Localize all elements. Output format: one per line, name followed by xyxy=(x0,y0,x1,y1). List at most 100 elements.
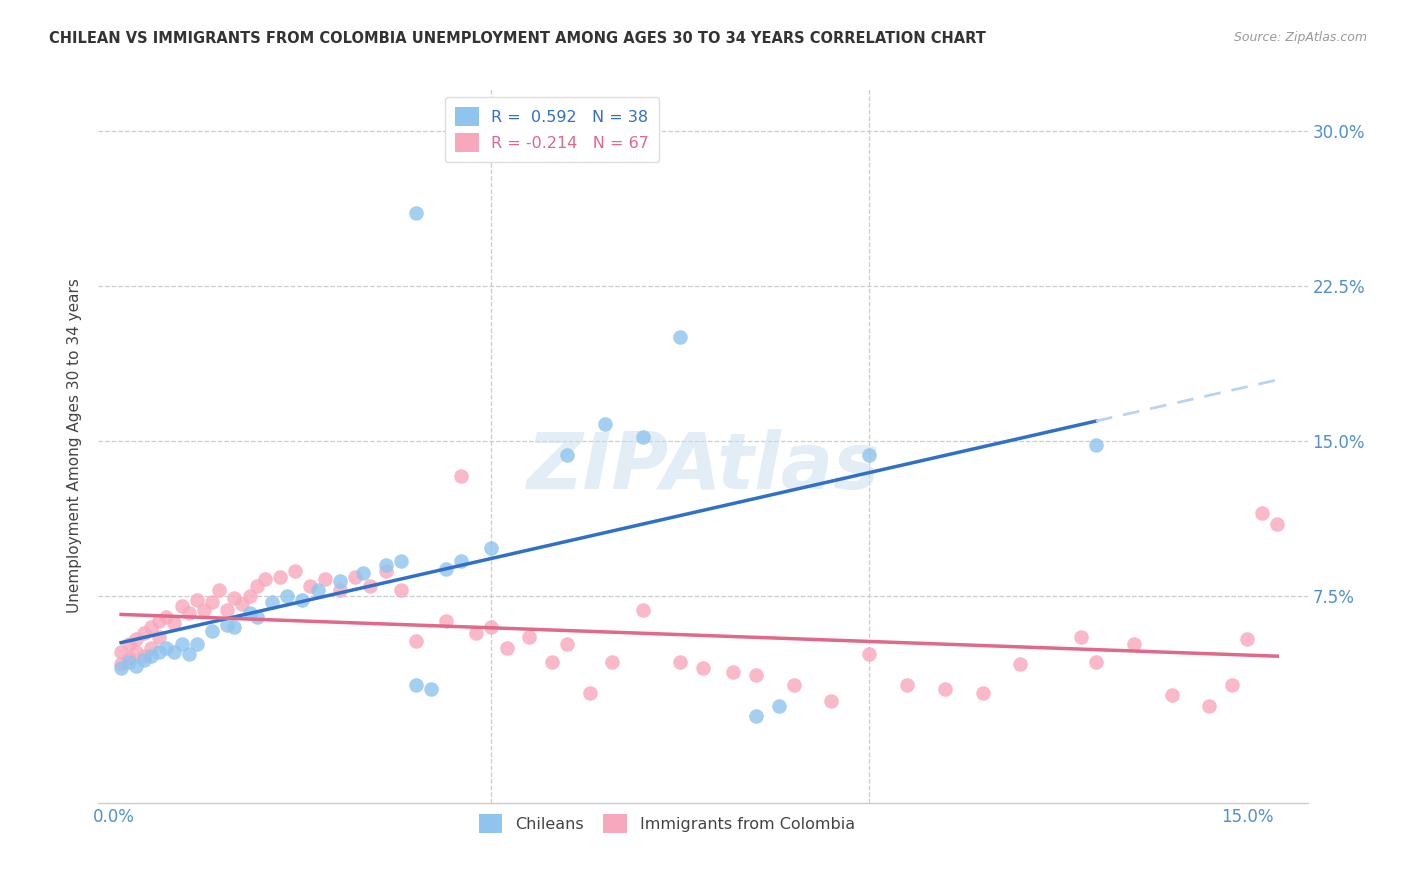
Point xyxy=(344,570,367,584)
Point xyxy=(782,678,804,692)
Point xyxy=(110,645,132,659)
Point xyxy=(118,651,141,665)
Point xyxy=(1220,678,1243,692)
Point xyxy=(186,636,208,650)
Point xyxy=(110,657,132,672)
Point xyxy=(284,564,307,578)
Point xyxy=(170,599,193,614)
Point xyxy=(148,645,170,659)
Point xyxy=(692,661,714,675)
Point xyxy=(132,648,155,663)
Point xyxy=(631,603,654,617)
Point xyxy=(405,678,427,692)
Point xyxy=(541,655,564,669)
Point xyxy=(141,648,163,663)
Point xyxy=(858,647,880,661)
Point xyxy=(148,630,170,644)
Point xyxy=(208,582,231,597)
Point xyxy=(360,579,382,593)
Point xyxy=(450,469,472,483)
Point xyxy=(669,655,692,669)
Text: ZIPAtlas: ZIPAtlas xyxy=(526,429,880,506)
Point xyxy=(125,659,148,673)
Point xyxy=(465,626,488,640)
Point xyxy=(224,620,246,634)
Point xyxy=(299,579,322,593)
Point xyxy=(215,618,238,632)
Point xyxy=(434,562,457,576)
Point xyxy=(110,661,132,675)
Point xyxy=(201,624,224,639)
Point xyxy=(1122,636,1144,650)
Point xyxy=(1085,655,1108,669)
Point xyxy=(179,647,201,661)
Point xyxy=(215,603,238,617)
Y-axis label: Unemployment Among Ages 30 to 34 years: Unemployment Among Ages 30 to 34 years xyxy=(67,278,83,614)
Point xyxy=(1010,657,1032,672)
Point xyxy=(291,593,314,607)
Point xyxy=(246,609,269,624)
Point xyxy=(1251,506,1274,520)
Point xyxy=(481,541,503,556)
Point xyxy=(314,573,336,587)
Point xyxy=(163,645,186,659)
Point xyxy=(276,589,298,603)
Point xyxy=(1267,516,1289,531)
Point xyxy=(163,615,186,630)
Point xyxy=(253,573,276,587)
Point xyxy=(1198,698,1220,713)
Point xyxy=(231,597,253,611)
Point xyxy=(155,609,177,624)
Point xyxy=(820,694,842,708)
Point xyxy=(602,655,624,669)
Point xyxy=(669,330,692,344)
Point xyxy=(481,620,503,634)
Point xyxy=(155,640,177,655)
Point xyxy=(1085,438,1108,452)
Point xyxy=(201,595,224,609)
Point xyxy=(578,686,600,700)
Point xyxy=(555,448,578,462)
Point xyxy=(239,589,262,603)
Point xyxy=(307,582,329,597)
Point xyxy=(934,681,956,696)
Point xyxy=(125,632,148,647)
Legend: Chileans, Immigrants from Colombia: Chileans, Immigrants from Colombia xyxy=(471,805,863,841)
Point xyxy=(593,417,616,432)
Point xyxy=(329,574,352,589)
Point xyxy=(224,591,246,605)
Point xyxy=(329,582,352,597)
Point xyxy=(745,667,768,681)
Point xyxy=(374,564,396,578)
Point xyxy=(374,558,396,572)
Point xyxy=(132,653,155,667)
Point xyxy=(745,709,768,723)
Point xyxy=(1236,632,1258,647)
Point xyxy=(262,595,284,609)
Point xyxy=(495,640,517,655)
Point xyxy=(352,566,374,581)
Point xyxy=(405,206,427,220)
Point xyxy=(269,570,291,584)
Point xyxy=(125,645,148,659)
Point xyxy=(118,655,141,669)
Point xyxy=(723,665,745,680)
Point xyxy=(239,606,262,620)
Point xyxy=(170,636,193,650)
Point xyxy=(631,430,654,444)
Point xyxy=(246,579,269,593)
Point xyxy=(1160,688,1182,702)
Point xyxy=(389,582,412,597)
Text: Source: ZipAtlas.com: Source: ZipAtlas.com xyxy=(1233,31,1367,45)
Point xyxy=(141,640,163,655)
Point xyxy=(193,603,215,617)
Point xyxy=(132,626,155,640)
Point xyxy=(186,593,208,607)
Point xyxy=(517,630,540,644)
Point xyxy=(858,448,880,462)
Point xyxy=(179,606,201,620)
Point xyxy=(768,698,790,713)
Point xyxy=(420,681,443,696)
Point xyxy=(434,614,457,628)
Point xyxy=(118,636,141,650)
